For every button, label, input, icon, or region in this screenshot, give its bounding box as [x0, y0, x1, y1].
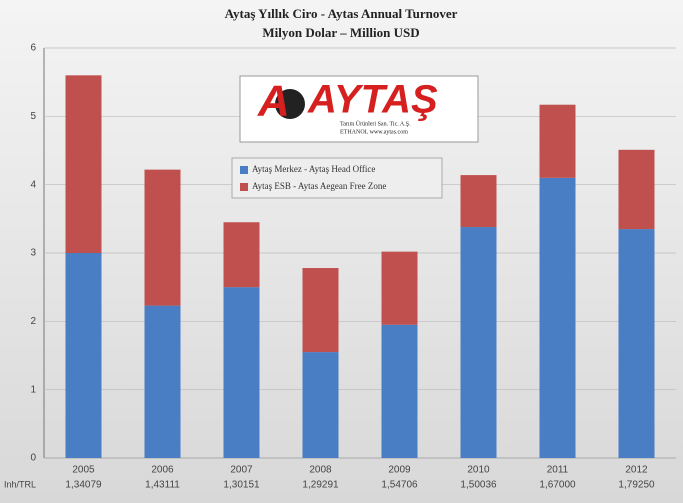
bar-segment — [144, 169, 181, 306]
rate-label: 1,79250 — [618, 480, 655, 491]
bar-segment — [144, 305, 181, 458]
legend-label: Aytaş ESB - Aytas Aegean Free Zone — [252, 181, 386, 191]
bar-segment — [618, 229, 655, 458]
legend-label: Aytaş Merkez - Aytaş Head Office — [252, 164, 375, 174]
bar-segment — [539, 177, 576, 459]
bar-segment — [460, 175, 497, 228]
logo-line: ETHANOL www.aytas.com — [340, 129, 408, 135]
x-tick-label: 2012 — [625, 465, 648, 476]
x-tick-label: 2006 — [151, 465, 174, 476]
bar-segment — [539, 104, 576, 178]
bar-segment — [460, 227, 497, 458]
legend-swatch — [240, 166, 248, 174]
bar-segment — [618, 149, 655, 230]
rate-label: 1,67000 — [539, 480, 576, 491]
x-tick-label: 2011 — [547, 465, 569, 476]
logo-tagline: Tarım Ürünleri San. Tic. A.Ş. — [340, 120, 411, 127]
chart-subtitle: Milyon Dolar – Million USD — [262, 25, 419, 40]
rate-label: 1,29291 — [302, 480, 339, 491]
rate-axis-label: Inh/TRL — [4, 479, 36, 489]
y-tick-label: 2 — [30, 316, 36, 327]
bar-segment — [223, 222, 260, 288]
chart-title: Aytaş Yıllık Ciro - Aytas Annual Turnove… — [225, 6, 458, 21]
rate-label: 1,54706 — [381, 480, 418, 491]
y-tick-label: 3 — [30, 248, 36, 259]
legend-box — [231, 157, 443, 199]
y-tick-label: 6 — [30, 43, 36, 54]
rate-label: 1,30151 — [223, 480, 260, 491]
logo-name: AYTAŞ — [307, 78, 438, 122]
y-tick-label: 4 — [30, 179, 36, 190]
bar-segment — [65, 253, 102, 458]
bar-segment — [223, 287, 260, 458]
x-tick-label: 2010 — [467, 465, 490, 476]
y-tick-label: 0 — [30, 453, 36, 464]
rate-label: 1,34079 — [65, 480, 102, 491]
bar-segment — [302, 352, 339, 458]
x-tick-label: 2008 — [309, 465, 332, 476]
logo: A AYTAŞ Tarım Ürünleri San. Tic. A.Ş. ET… — [239, 75, 479, 143]
y-tick-label: 5 — [30, 111, 36, 122]
bar-segment — [65, 75, 102, 253]
x-tick-label: 2007 — [230, 465, 253, 476]
x-tick-label: 2005 — [72, 465, 95, 476]
rate-label: 1,50036 — [460, 480, 497, 491]
bar-segment — [381, 251, 418, 325]
rate-label: 1,43111 — [145, 480, 180, 491]
x-tick-label: 2009 — [388, 465, 411, 476]
y-tick-label: 1 — [30, 384, 36, 395]
logo-icon — [275, 89, 305, 119]
bar-segment — [302, 268, 339, 353]
logo-a: A — [257, 77, 290, 126]
legend-swatch — [240, 183, 248, 191]
bar-segment — [381, 324, 418, 458]
